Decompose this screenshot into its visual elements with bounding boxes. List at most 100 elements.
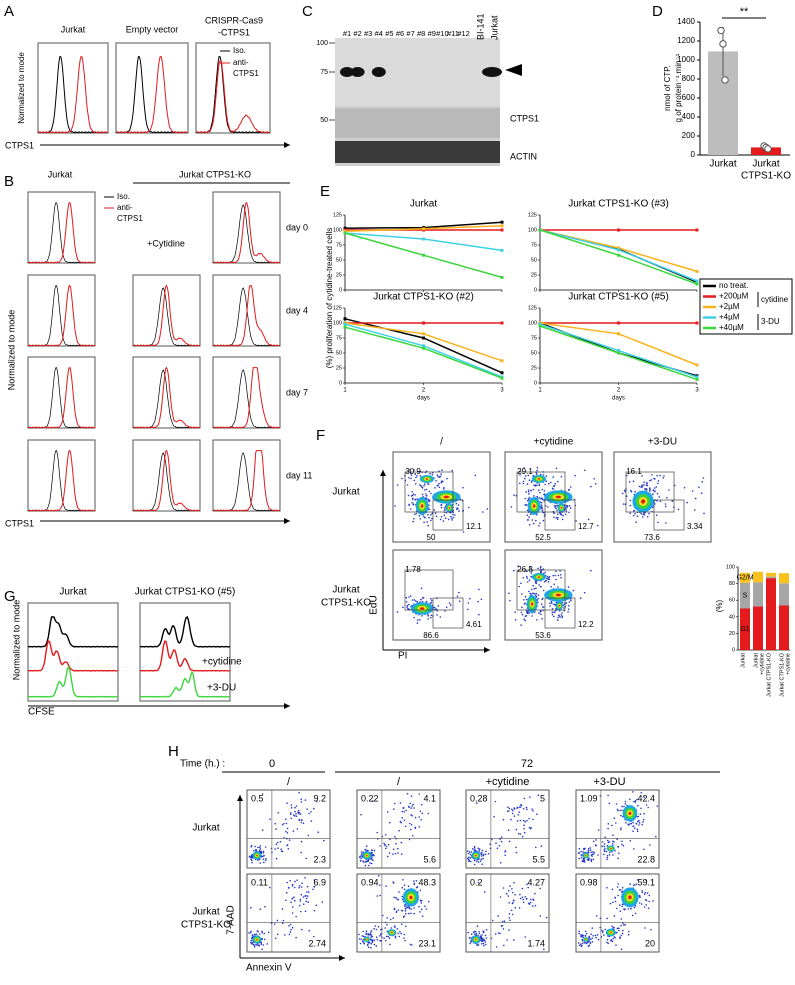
event-dot bbox=[385, 939, 387, 942]
legend-label: +200µM bbox=[719, 292, 749, 301]
event-dot bbox=[424, 483, 426, 485]
legend-frame bbox=[699, 278, 793, 335]
event-dot bbox=[703, 512, 705, 515]
event-dot bbox=[536, 469, 538, 472]
event-dot bbox=[607, 827, 609, 830]
event-dot bbox=[538, 584, 540, 586]
event-dot bbox=[550, 585, 552, 588]
event-dot bbox=[408, 504, 410, 507]
event-dot bbox=[654, 503, 656, 505]
event-dot bbox=[427, 524, 430, 527]
event-dot bbox=[547, 506, 549, 508]
event-dot bbox=[483, 891, 486, 893]
event-dot bbox=[289, 931, 292, 933]
event-dot bbox=[305, 900, 308, 903]
series-point bbox=[343, 325, 347, 329]
event-dot bbox=[588, 935, 590, 938]
event-dot bbox=[291, 912, 294, 914]
axis-title: Annexin V bbox=[246, 963, 292, 974]
event-dot bbox=[473, 859, 476, 861]
event-dot bbox=[262, 850, 265, 853]
event-dot bbox=[535, 472, 538, 474]
event-dot bbox=[543, 490, 546, 492]
dot-plot-frame bbox=[504, 451, 603, 543]
event-dot bbox=[528, 523, 531, 526]
event-dot bbox=[554, 574, 556, 577]
event-dot bbox=[604, 836, 606, 838]
event-dot bbox=[402, 807, 405, 809]
event-dot bbox=[611, 940, 614, 943]
event-dot bbox=[420, 819, 422, 821]
histogram bbox=[27, 449, 96, 512]
event-dot bbox=[517, 565, 519, 567]
event-dot bbox=[523, 603, 526, 605]
event-dot bbox=[513, 939, 515, 941]
event-dot bbox=[435, 480, 437, 482]
event-dot bbox=[437, 475, 439, 478]
event-dot bbox=[482, 857, 484, 860]
y-tick-label: 0 bbox=[339, 380, 342, 386]
event-dot bbox=[536, 514, 538, 516]
event-dot bbox=[293, 896, 295, 898]
event-dot bbox=[529, 901, 532, 904]
event-dot bbox=[404, 903, 406, 906]
y-tick-label: 25 bbox=[531, 365, 537, 371]
event-dot bbox=[291, 885, 294, 887]
event-dot bbox=[384, 843, 386, 846]
event-dot bbox=[360, 853, 363, 855]
event-dot bbox=[521, 887, 524, 890]
event-dot bbox=[603, 849, 605, 851]
label: / bbox=[397, 776, 401, 788]
event-dot bbox=[261, 937, 263, 940]
event-dot bbox=[470, 933, 473, 935]
event-dot bbox=[436, 610, 439, 612]
event-dot bbox=[362, 935, 365, 938]
event-dot bbox=[640, 485, 643, 487]
event-dot bbox=[295, 915, 298, 918]
event-dot bbox=[256, 930, 259, 932]
event-dot bbox=[313, 935, 315, 938]
panel-letter: G bbox=[4, 588, 16, 605]
series-point bbox=[343, 229, 347, 233]
event-dot bbox=[438, 486, 441, 489]
event-dot bbox=[393, 802, 396, 805]
event-dot bbox=[511, 891, 514, 894]
label: day 11 bbox=[286, 470, 312, 480]
label: +cytidine bbox=[202, 657, 242, 668]
event-dot bbox=[659, 500, 662, 503]
event-dot bbox=[384, 927, 386, 929]
event-dot bbox=[377, 925, 380, 928]
event-dot bbox=[396, 898, 398, 900]
series-point bbox=[422, 237, 425, 241]
event-dot bbox=[525, 570, 528, 573]
event-dot bbox=[280, 848, 283, 850]
gate bbox=[404, 471, 454, 513]
event-dot bbox=[655, 835, 657, 838]
event-dot bbox=[537, 794, 540, 796]
event-dot bbox=[514, 893, 516, 896]
event-dot bbox=[609, 851, 611, 854]
histogram-frame bbox=[212, 356, 281, 429]
event-dot bbox=[294, 880, 296, 883]
event-dot bbox=[392, 917, 395, 919]
event-dot bbox=[414, 816, 417, 819]
event-dot bbox=[307, 901, 310, 903]
label: day 7 bbox=[286, 387, 308, 397]
event-dot bbox=[394, 836, 396, 838]
label: 4.27 bbox=[527, 877, 545, 887]
histogram bbox=[139, 670, 231, 698]
event-dot bbox=[637, 879, 639, 881]
histogram-frame bbox=[132, 274, 201, 347]
event-dot bbox=[611, 843, 614, 845]
event-dot bbox=[401, 895, 404, 898]
event-dot bbox=[523, 599, 525, 601]
event-dot bbox=[654, 478, 656, 480]
event-dot bbox=[619, 809, 621, 812]
event-dot bbox=[650, 929, 652, 931]
event-dot bbox=[595, 839, 597, 841]
event-dot bbox=[629, 512, 631, 515]
event-dot bbox=[519, 819, 522, 822]
event-dot bbox=[495, 842, 497, 844]
event-dot bbox=[415, 512, 418, 515]
event-dot bbox=[603, 843, 606, 845]
